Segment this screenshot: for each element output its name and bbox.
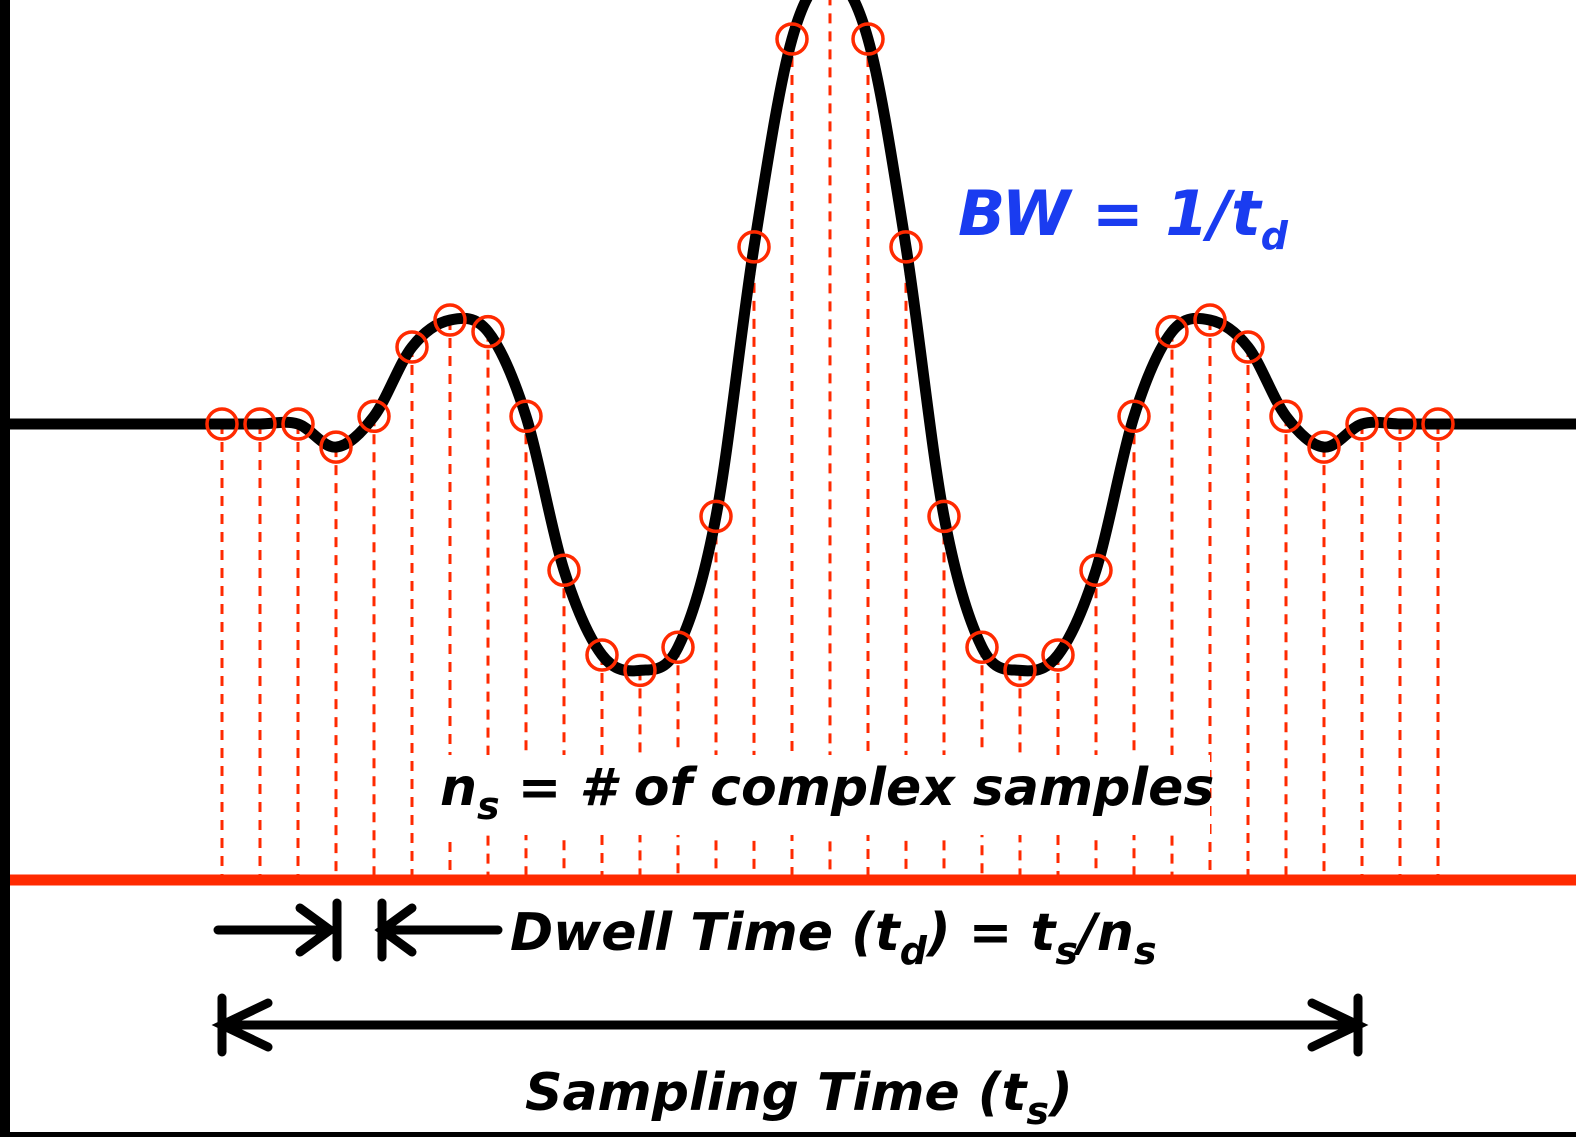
sample-point — [737, 230, 771, 264]
sampling-time-label: Sampling Time (ts) — [525, 1063, 1073, 1132]
sample-point — [927, 499, 961, 534]
sample-point — [965, 630, 999, 665]
dwell-time-label: Dwell Time (td) = ts/ns — [510, 903, 1157, 973]
sample-point — [1383, 407, 1417, 441]
sample-point — [623, 653, 657, 688]
sample-point — [1307, 430, 1341, 464]
sample-point — [395, 330, 429, 364]
sample-point — [661, 630, 695, 665]
dwell-arrows — [213, 898, 503, 962]
sample-point — [205, 407, 239, 441]
sample-point — [281, 407, 315, 441]
sample-point — [1003, 653, 1037, 688]
sample-point — [433, 303, 467, 337]
sample-point — [889, 230, 923, 264]
sample-point — [1345, 407, 1379, 441]
samples-label-backdrop — [415, 755, 1210, 835]
sample-point — [1231, 330, 1265, 364]
samples-label: ns = # of complex samples — [440, 758, 1214, 828]
signal-curve — [4, 0, 1576, 677]
sample-point — [851, 22, 885, 56]
sample-point — [1041, 638, 1075, 672]
sample-point — [1079, 553, 1113, 588]
sample-point — [1269, 399, 1303, 434]
sample-point — [1117, 399, 1151, 434]
sample-point — [1155, 314, 1189, 349]
sample-point — [319, 430, 353, 464]
sample-point — [471, 314, 505, 349]
sample-point — [547, 553, 581, 588]
sample-point — [1421, 407, 1455, 441]
sampling-time-arrow — [211, 993, 1369, 1057]
sample-point — [775, 22, 809, 56]
bandwidth-label: BW = 1/td — [958, 177, 1289, 258]
sample-point — [1193, 303, 1227, 337]
sample-point — [357, 399, 391, 434]
sample-point — [243, 407, 277, 441]
sample-point — [699, 499, 733, 534]
sample-point — [585, 638, 619, 672]
sample-point — [509, 399, 543, 434]
sample-markers — [205, 22, 1455, 688]
